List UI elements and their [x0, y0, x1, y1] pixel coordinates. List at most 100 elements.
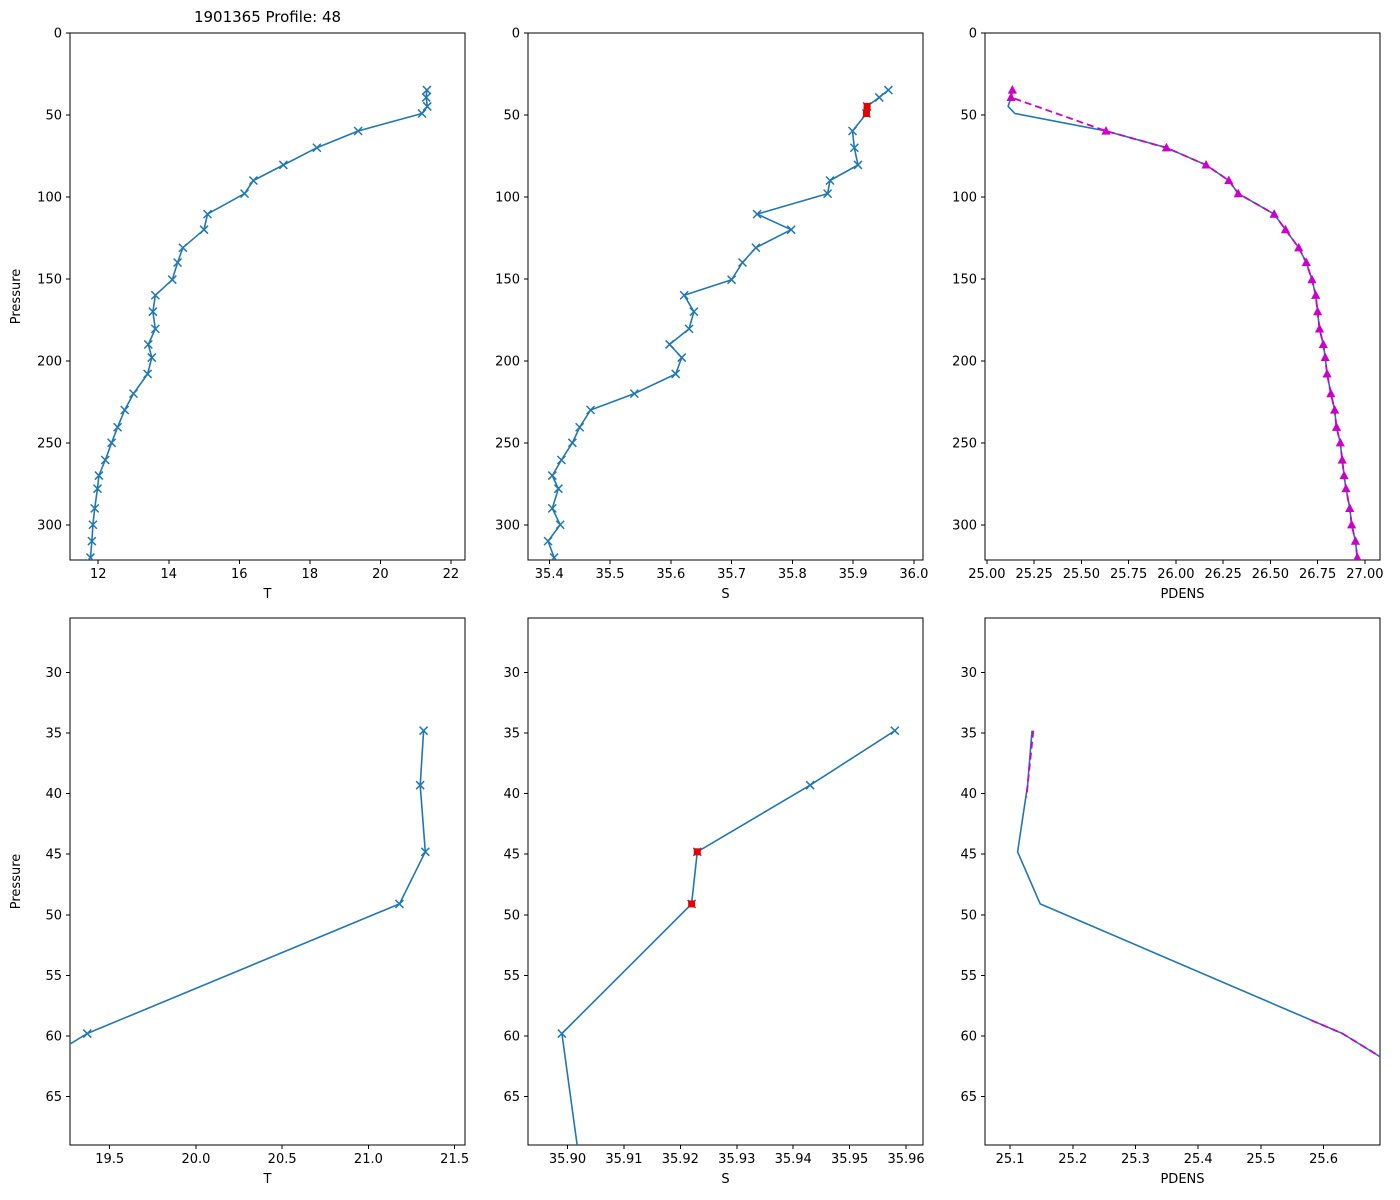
- x-tick-label: 20: [372, 567, 389, 582]
- marker-x: [278, 160, 288, 170]
- marker-square: [863, 102, 871, 110]
- y-tick-label: 300: [952, 518, 977, 533]
- x-axis-label: T: [263, 1172, 272, 1187]
- y-tick-label: 50: [45, 908, 62, 923]
- marker-x: [85, 553, 95, 560]
- marker-triangle: [1307, 274, 1317, 284]
- marker-triangle: [1341, 483, 1351, 493]
- marker-x: [567, 438, 577, 448]
- marker-triangle: [1335, 437, 1345, 447]
- y-tick-label: 35: [503, 727, 520, 742]
- marker-triangle: [1007, 85, 1018, 94]
- marker-x: [665, 339, 675, 349]
- marker-triangle: [1269, 209, 1279, 218]
- series-line-pdens: [1016, 730, 1380, 1058]
- subplot-salinity-full: 35.4 35.5 35.6 35.7 35.8 35.9 36.0 0 50 100 150 200…: [495, 27, 928, 603]
- marker-x: [178, 243, 188, 253]
- x-axis-label: T: [263, 587, 272, 602]
- x-tick-label: 26.75: [1299, 567, 1336, 582]
- marker-x: [417, 108, 427, 119]
- marker-triangle: [1318, 339, 1328, 349]
- y-tick-label: 50: [45, 108, 62, 123]
- figure-title: 1901365 Profile: 48: [193, 8, 342, 26]
- marker-x: [419, 726, 429, 736]
- series-layer: [70, 726, 430, 1045]
- y-tick-label: 250: [952, 436, 977, 451]
- y-tick-label: 150: [37, 272, 62, 287]
- marker-x: [203, 209, 213, 219]
- y-tick-label: 60: [45, 1029, 62, 1044]
- x-tick-label: 36.0: [899, 567, 928, 582]
- marker-x: [575, 422, 585, 432]
- x-axis-label: PDENS: [1160, 587, 1204, 602]
- y-tick-label: 300: [495, 518, 520, 533]
- marker-x: [143, 339, 153, 349]
- marker-triangle: [1353, 552, 1362, 560]
- marker-x: [420, 847, 430, 857]
- y-tick-label: 40: [503, 787, 520, 802]
- y-tick-label: 150: [952, 272, 977, 287]
- y-tick-label: 30: [960, 666, 977, 681]
- series-layer: [1016, 730, 1380, 1058]
- marker-x: [557, 1029, 567, 1039]
- y-tick-label: 50: [960, 908, 977, 923]
- marker-x: [128, 389, 139, 399]
- marker-triangle: [1322, 368, 1332, 378]
- y-tick-label: 300: [37, 518, 62, 533]
- x-tick-label: 12: [90, 567, 107, 582]
- x-tick-label: 20.0: [181, 1152, 210, 1167]
- y-tick-label: 45: [503, 848, 520, 863]
- x-tick-label: 35.6: [656, 567, 685, 582]
- marker-x: [689, 307, 699, 317]
- marker-x: [100, 455, 110, 465]
- marker-x: [90, 503, 100, 513]
- marker-triangle: [1331, 422, 1342, 431]
- marker-triangle: [1006, 92, 1016, 102]
- x-tick-label: 35.90: [549, 1152, 586, 1167]
- marker-x: [853, 160, 863, 170]
- marker-x: [751, 243, 761, 253]
- x-tick-label: 27.00: [1346, 567, 1383, 582]
- axes-frame: [69, 617, 466, 1146]
- marker-x: [120, 405, 130, 415]
- y-tick-label: 200: [495, 354, 520, 369]
- marker-x: [677, 353, 687, 363]
- y-tick-label: 30: [503, 666, 520, 681]
- marker-x: [150, 324, 160, 334]
- x-tick-label: 25.25: [1016, 567, 1053, 582]
- marker-x: [671, 369, 681, 379]
- y-tick-label: 30: [45, 666, 62, 681]
- marker-x: [394, 899, 404, 909]
- x-tick-label: 35.5: [596, 567, 625, 582]
- x-tick-label: 35.95: [831, 1152, 868, 1167]
- marker-x: [422, 85, 432, 95]
- marker-x: [353, 126, 363, 136]
- x-axis-label: S: [721, 1172, 729, 1187]
- x-tick-label: 25.3: [1121, 1152, 1150, 1167]
- marker-x: [786, 225, 796, 235]
- y-tick-label: 250: [37, 436, 62, 451]
- marker-triangle: [1326, 388, 1336, 398]
- marker-x: [113, 422, 123, 432]
- x-tick-label: 35.92: [662, 1152, 699, 1167]
- subplot-pdens-full: 25.00 25.25 25.50 25.75 26.00 26.25 26.50 26.75…: [952, 27, 1383, 603]
- marker-x: [549, 553, 559, 560]
- y-tick-label: 100: [495, 190, 520, 205]
- marker-triangle: [1161, 142, 1172, 152]
- x-tick-label: 22: [443, 567, 460, 582]
- marker-triangle: [1280, 224, 1291, 234]
- series-line-temperature: [89, 89, 429, 558]
- x-tick-label: 35.9: [839, 567, 868, 582]
- x-tick-label: 25.75: [1110, 567, 1147, 582]
- y-axis-label: Pressure: [9, 854, 24, 910]
- y-tick-label: 65: [960, 1090, 977, 1105]
- marker-x: [415, 780, 425, 790]
- y-tick-label: 55: [45, 969, 62, 984]
- subplot-temperature-zoom: 19.5 20.0 20.5 21.0 21.5 30 35 40 45 50 55 60 65 T Pre…: [9, 617, 469, 1187]
- y-tick-label: 150: [495, 272, 520, 287]
- y-tick-label: 0: [54, 27, 62, 42]
- y-tick-label: 50: [503, 908, 520, 923]
- marker-x: [556, 455, 566, 465]
- marker-x: [92, 484, 103, 494]
